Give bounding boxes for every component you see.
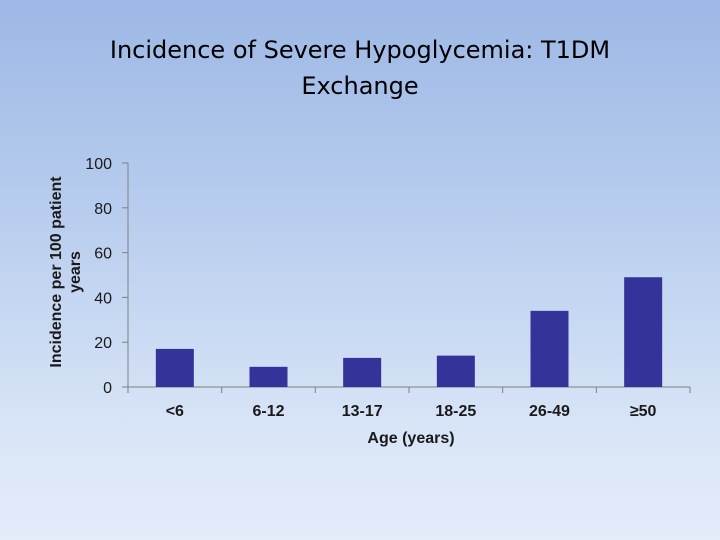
y-tick-label: 100 — [85, 156, 112, 173]
slide-title: Incidence of Severe Hypoglycemia: T1DM E… — [60, 32, 660, 104]
slide-title-line-1: Incidence of Severe Hypoglycemia: T1DM — [109, 36, 611, 64]
x-tick-label: 6-12 — [252, 403, 284, 420]
y-axis-title-line-2: years — [67, 251, 84, 293]
y-tick-label: 40 — [94, 290, 112, 307]
x-tick-label: 26-49 — [529, 403, 570, 420]
x-axis-title: Age (years) — [367, 430, 454, 447]
x-tick-label: ≥50 — [630, 403, 657, 420]
slide-title-line-2: Exchange — [301, 72, 419, 100]
x-tick-label: 18-25 — [435, 403, 476, 420]
y-tick-label: 20 — [94, 335, 112, 352]
x-tick-label: <6 — [166, 403, 184, 420]
plot-area: 0 20 40 60 80 100 <6 6-12 13-17 18-25 26-49 ≥50 — [85, 156, 691, 420]
bar — [343, 357, 382, 387]
x-tick-label: 13-17 — [342, 403, 383, 420]
y-tick-label: 0 — [103, 380, 112, 397]
bar — [155, 348, 194, 387]
y-tick-label: 80 — [94, 201, 112, 218]
bar — [530, 310, 569, 387]
bar — [624, 277, 663, 387]
bar — [249, 366, 288, 387]
y-tick-label: 60 — [94, 246, 112, 263]
bar — [436, 355, 475, 387]
y-axis-title-line-1: Incidence per 100 patient — [48, 176, 65, 368]
